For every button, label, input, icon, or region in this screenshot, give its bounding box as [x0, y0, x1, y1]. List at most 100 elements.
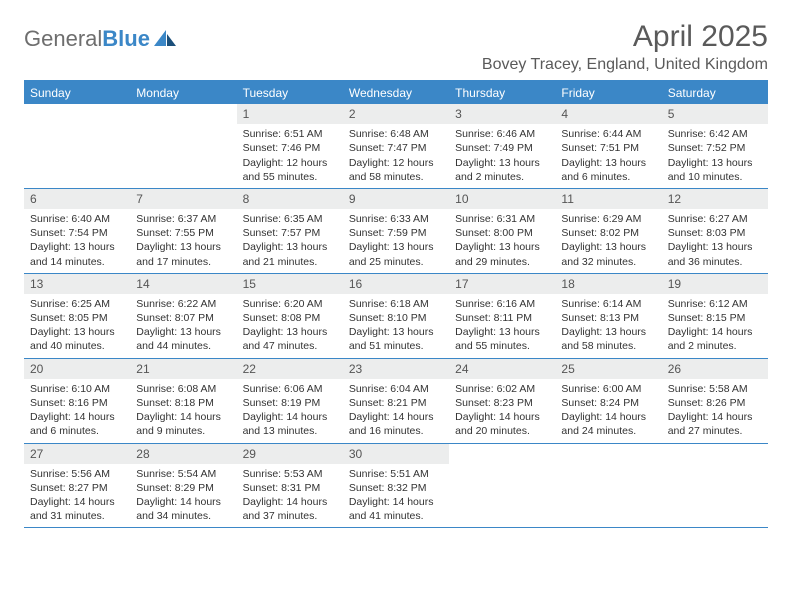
cell-line: Sunset: 8:32 PM — [349, 481, 443, 495]
cell-body: Sunrise: 6:14 AMSunset: 8:13 PMDaylight:… — [555, 294, 661, 358]
cell-line: Daylight: 13 hours — [455, 156, 549, 170]
weeks-container: 1Sunrise: 6:51 AMSunset: 7:46 PMDaylight… — [24, 104, 768, 528]
day-number: 13 — [24, 274, 130, 294]
calendar-cell: 3Sunrise: 6:46 AMSunset: 7:49 PMDaylight… — [449, 104, 555, 188]
calendar-cell: 22Sunrise: 6:06 AMSunset: 8:19 PMDayligh… — [237, 359, 343, 443]
cell-line: Sunset: 8:24 PM — [561, 396, 655, 410]
cell-body: Sunrise: 6:08 AMSunset: 8:18 PMDaylight:… — [130, 379, 236, 443]
cell-line: and 58 minutes. — [561, 339, 655, 353]
title-block: April 2025 Bovey Tracey, England, United… — [482, 20, 768, 74]
cell-line: Sunrise: 6:18 AM — [349, 297, 443, 311]
cell-line: Sunrise: 6:22 AM — [136, 297, 230, 311]
cell-line: Sunrise: 6:35 AM — [243, 212, 337, 226]
cell-line: Daylight: 13 hours — [455, 325, 549, 339]
day-number: 17 — [449, 274, 555, 294]
calendar-cell: 19Sunrise: 6:12 AMSunset: 8:15 PMDayligh… — [662, 274, 768, 358]
calendar-cell: 28Sunrise: 5:54 AMSunset: 8:29 PMDayligh… — [130, 444, 236, 528]
day-header-cell: Monday — [130, 82, 236, 104]
cell-line: and 14 minutes. — [30, 255, 124, 269]
cell-line: Sunset: 8:26 PM — [668, 396, 762, 410]
cell-line: and 24 minutes. — [561, 424, 655, 438]
cell-body: Sunrise: 6:35 AMSunset: 7:57 PMDaylight:… — [237, 209, 343, 273]
cell-line: Daylight: 13 hours — [561, 325, 655, 339]
cell-body: Sunrise: 6:44 AMSunset: 7:51 PMDaylight:… — [555, 124, 661, 188]
cell-line: and 6 minutes. — [561, 170, 655, 184]
week-row: 13Sunrise: 6:25 AMSunset: 8:05 PMDayligh… — [24, 274, 768, 359]
cell-line: Sunset: 8:05 PM — [30, 311, 124, 325]
cell-line: Daylight: 13 hours — [30, 240, 124, 254]
cell-body: Sunrise: 6:12 AMSunset: 8:15 PMDaylight:… — [662, 294, 768, 358]
cell-body: Sunrise: 6:16 AMSunset: 8:11 PMDaylight:… — [449, 294, 555, 358]
calendar-cell: 20Sunrise: 6:10 AMSunset: 8:16 PMDayligh… — [24, 359, 130, 443]
cell-line: Daylight: 14 hours — [668, 410, 762, 424]
cell-line: Sunset: 8:29 PM — [136, 481, 230, 495]
cell-line: Daylight: 13 hours — [561, 240, 655, 254]
logo-text: GeneralBlue — [24, 26, 150, 52]
cell-line: and 36 minutes. — [668, 255, 762, 269]
cell-line: Sunrise: 6:51 AM — [243, 127, 337, 141]
day-number: 14 — [130, 274, 236, 294]
header: GeneralBlue April 2025 Bovey Tracey, Eng… — [24, 20, 768, 74]
day-number: 16 — [343, 274, 449, 294]
day-number: 7 — [130, 189, 236, 209]
day-number: 26 — [662, 359, 768, 379]
cell-body: Sunrise: 5:56 AMSunset: 8:27 PMDaylight:… — [24, 464, 130, 528]
cell-body: Sunrise: 6:06 AMSunset: 8:19 PMDaylight:… — [237, 379, 343, 443]
cell-line: Sunset: 7:51 PM — [561, 141, 655, 155]
cell-body: Sunrise: 6:10 AMSunset: 8:16 PMDaylight:… — [24, 379, 130, 443]
cell-line: and 40 minutes. — [30, 339, 124, 353]
day-number: 4 — [555, 104, 661, 124]
cell-body: Sunrise: 6:22 AMSunset: 8:07 PMDaylight:… — [130, 294, 236, 358]
cell-line: Daylight: 13 hours — [668, 240, 762, 254]
day-number: 6 — [24, 189, 130, 209]
calendar-cell: 16Sunrise: 6:18 AMSunset: 8:10 PMDayligh… — [343, 274, 449, 358]
day-number: 29 — [237, 444, 343, 464]
cell-body: Sunrise: 6:33 AMSunset: 7:59 PMDaylight:… — [343, 209, 449, 273]
cell-line: and 27 minutes. — [668, 424, 762, 438]
cell-line: Daylight: 14 hours — [243, 410, 337, 424]
logo: GeneralBlue — [24, 26, 178, 52]
cell-line: Sunset: 8:31 PM — [243, 481, 337, 495]
day-number: 27 — [24, 444, 130, 464]
cell-line: Sunrise: 6:20 AM — [243, 297, 337, 311]
day-number — [449, 444, 555, 462]
cell-line: Daylight: 13 hours — [349, 325, 443, 339]
cell-line: Sunset: 7:52 PM — [668, 141, 762, 155]
day-number — [24, 104, 130, 122]
calendar-cell: 1Sunrise: 6:51 AMSunset: 7:46 PMDaylight… — [237, 104, 343, 188]
calendar-cell: 13Sunrise: 6:25 AMSunset: 8:05 PMDayligh… — [24, 274, 130, 358]
cell-line: Sunset: 8:16 PM — [30, 396, 124, 410]
cell-line: Sunrise: 6:04 AM — [349, 382, 443, 396]
calendar-cell: 17Sunrise: 6:16 AMSunset: 8:11 PMDayligh… — [449, 274, 555, 358]
cell-body: Sunrise: 6:00 AMSunset: 8:24 PMDaylight:… — [555, 379, 661, 443]
cell-line: Sunrise: 6:31 AM — [455, 212, 549, 226]
day-number: 24 — [449, 359, 555, 379]
cell-line: Sunrise: 6:06 AM — [243, 382, 337, 396]
cell-line: Sunrise: 5:51 AM — [349, 467, 443, 481]
cell-line: Daylight: 12 hours — [349, 156, 443, 170]
day-header-cell: Thursday — [449, 82, 555, 104]
cell-line: and 55 minutes. — [243, 170, 337, 184]
cell-line: and 6 minutes. — [30, 424, 124, 438]
cell-line: and 16 minutes. — [349, 424, 443, 438]
cell-line: Sunrise: 6:02 AM — [455, 382, 549, 396]
cell-line: and 20 minutes. — [455, 424, 549, 438]
cell-line: and 44 minutes. — [136, 339, 230, 353]
week-row: 20Sunrise: 6:10 AMSunset: 8:16 PMDayligh… — [24, 359, 768, 444]
cell-body: Sunrise: 5:58 AMSunset: 8:26 PMDaylight:… — [662, 379, 768, 443]
cell-line: Daylight: 14 hours — [136, 495, 230, 509]
cell-body: Sunrise: 6:48 AMSunset: 7:47 PMDaylight:… — [343, 124, 449, 188]
week-row: 27Sunrise: 5:56 AMSunset: 8:27 PMDayligh… — [24, 444, 768, 529]
calendar-cell: 23Sunrise: 6:04 AMSunset: 8:21 PMDayligh… — [343, 359, 449, 443]
cell-line: Sunrise: 6:27 AM — [668, 212, 762, 226]
cell-line: and 31 minutes. — [30, 509, 124, 523]
cell-line: and 17 minutes. — [136, 255, 230, 269]
day-number: 9 — [343, 189, 449, 209]
calendar-cell: 29Sunrise: 5:53 AMSunset: 8:31 PMDayligh… — [237, 444, 343, 528]
day-header-cell: Wednesday — [343, 82, 449, 104]
cell-line: Daylight: 13 hours — [668, 156, 762, 170]
logo-sail-icon — [154, 30, 178, 48]
calendar-cell: 12Sunrise: 6:27 AMSunset: 8:03 PMDayligh… — [662, 189, 768, 273]
cell-body: Sunrise: 6:40 AMSunset: 7:54 PMDaylight:… — [24, 209, 130, 273]
logo-text-1: General — [24, 26, 102, 51]
